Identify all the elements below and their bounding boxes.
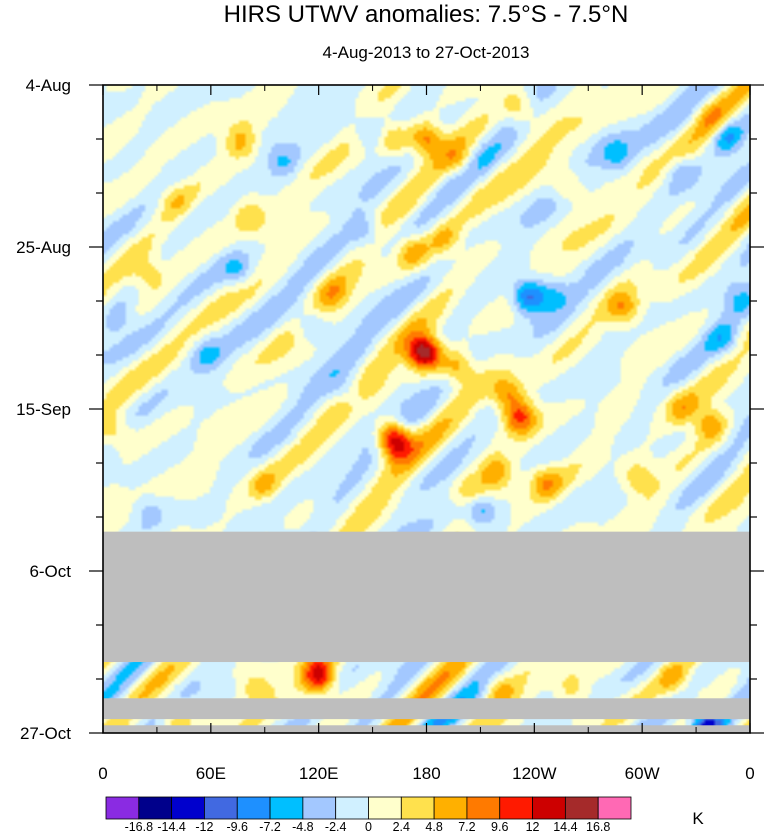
x-tick-label: 120E bbox=[299, 764, 339, 783]
colorbar-swatch bbox=[335, 796, 369, 820]
chart-title: HIRS UTWV anomalies: 7.5°S - 7.5°N bbox=[224, 1, 629, 28]
colorbar-swatch bbox=[564, 796, 599, 820]
colorbar-label: 12 bbox=[526, 820, 540, 834]
x-tick-label: 0 bbox=[745, 764, 754, 783]
y-tick-label: 6-Oct bbox=[29, 562, 71, 581]
plot-area bbox=[102, 84, 751, 734]
colorbar-swatch bbox=[204, 796, 238, 820]
colorbar-swatch bbox=[236, 796, 271, 820]
x-tick-label: 180 bbox=[412, 764, 440, 783]
colorbar-swatch bbox=[597, 796, 632, 820]
colorbar: -16.8 -14.4 -12 -9.6 -7.2 -4.8 -2.4 0 2.4 4.8 7.2 9… bbox=[105, 796, 632, 834]
x-tick-label: 60W bbox=[625, 764, 660, 783]
chart-subtitle: 4-Aug-2013 to 27-Oct-2013 bbox=[323, 43, 530, 62]
colorbar-swatch bbox=[400, 796, 435, 820]
y-tick-label: 25-Aug bbox=[16, 238, 71, 257]
colorbar-swatch bbox=[433, 796, 468, 820]
colorbar-label: 2.4 bbox=[393, 820, 410, 834]
colorbar-label: -7.2 bbox=[259, 820, 281, 834]
colorbar-swatch bbox=[105, 796, 140, 820]
colorbar-label: 7.2 bbox=[458, 820, 475, 834]
y-tick-label: 15-Sep bbox=[16, 400, 71, 419]
colorbar-swatch bbox=[499, 796, 533, 820]
colorbar-swatch bbox=[368, 796, 402, 820]
missing-data-band bbox=[103, 531, 750, 663]
colorbar-units: K bbox=[692, 809, 704, 828]
colorbar-label: -4.8 bbox=[292, 820, 314, 834]
colorbar-label: 0 bbox=[365, 820, 372, 834]
colorbar-label: 9.6 bbox=[491, 820, 508, 834]
colorbar-label: 14.4 bbox=[553, 820, 577, 834]
colorbar-swatch bbox=[171, 796, 205, 820]
x-tick-label: 60E bbox=[196, 764, 226, 783]
colorbar-label: -2.4 bbox=[325, 820, 347, 834]
colorbar-label: -12 bbox=[195, 820, 213, 834]
colorbar-swatch bbox=[138, 796, 173, 820]
colorbar-label: -9.6 bbox=[226, 820, 248, 834]
colorbar-swatch bbox=[532, 796, 566, 820]
missing-data-layer bbox=[103, 531, 750, 733]
colorbar-label: 4.8 bbox=[425, 820, 442, 834]
colorbar-swatch bbox=[302, 796, 337, 820]
colorbar-label: -14.4 bbox=[157, 820, 186, 834]
colorbar-swatch bbox=[466, 796, 501, 820]
x-tick-label: 120W bbox=[512, 764, 556, 783]
y-tick-label: 4-Aug bbox=[26, 76, 71, 95]
x-tick-label: 0 bbox=[98, 764, 107, 783]
missing-data-band bbox=[103, 698, 750, 720]
colorbar-swatch bbox=[269, 796, 304, 820]
y-axis: 4-Aug 25-Aug 15-Sep 6-Oct 27-Oct bbox=[16, 76, 764, 743]
colorbar-label: -16.8 bbox=[125, 820, 154, 834]
colorbar-label: 16.8 bbox=[586, 820, 610, 834]
x-axis: 0 60E 120E 180 120W 60W 0 bbox=[98, 85, 755, 783]
y-tick-label: 27-Oct bbox=[20, 724, 71, 743]
